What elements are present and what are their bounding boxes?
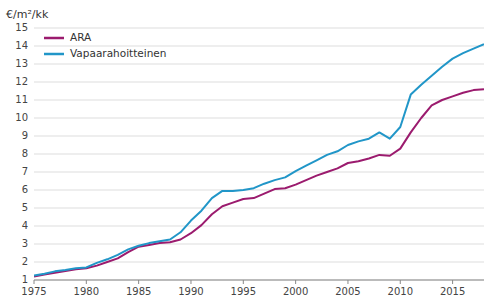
y-tick-label: 4 — [22, 220, 28, 231]
grid-line — [34, 28, 484, 29]
grid-line — [34, 64, 484, 65]
x-tick — [138, 280, 139, 284]
y-tick-label: 9 — [22, 130, 28, 141]
legend-swatch — [44, 37, 64, 40]
x-tick — [295, 280, 296, 284]
grid-line — [34, 280, 484, 281]
y-tick-label: 3 — [22, 238, 28, 249]
grid-line — [34, 136, 484, 137]
x-tick — [347, 280, 348, 284]
y-tick-labels: 123456789101112131415 — [15, 22, 28, 285]
grid-line — [34, 208, 484, 209]
x-axis: 1975 1980 1985 1990 1995 2000 2005 2010 2015 — [21, 280, 484, 297]
x-tick-label: 2010 — [388, 286, 413, 297]
series-line — [34, 44, 484, 275]
x-tick — [243, 280, 244, 284]
grid-line — [34, 82, 484, 83]
x-tick-label: 1975 — [21, 286, 46, 297]
y-axis-label: €/m²/kk — [6, 8, 49, 21]
x-tick-label: 1990 — [178, 286, 203, 297]
legend: ARA Vapaarahoitteinen — [44, 31, 166, 59]
x-tick-label: 1995 — [231, 286, 256, 297]
legend-label: ARA — [70, 31, 92, 43]
y-tick-label: 6 — [22, 184, 28, 195]
y-tick-label: 13 — [15, 58, 28, 69]
grid-line — [34, 244, 484, 245]
x-tick — [34, 280, 35, 284]
x-axis-line — [34, 280, 484, 281]
y-tick-label: 1 — [22, 274, 28, 285]
y-tick-label: 7 — [22, 166, 28, 177]
x-tick-label: 1985 — [126, 286, 151, 297]
series-line — [34, 89, 484, 276]
x-tick — [190, 280, 191, 284]
lines — [34, 44, 484, 276]
grid-line — [34, 190, 484, 191]
grid-line — [34, 226, 484, 227]
grid-line — [34, 172, 484, 173]
x-tick — [452, 280, 453, 284]
x-tick-label: 2015 — [440, 286, 465, 297]
y-tick-label: 2 — [22, 256, 28, 267]
legend-label: Vapaarahoitteinen — [70, 47, 166, 59]
x-tick — [400, 280, 401, 284]
y-grid — [34, 28, 484, 280]
x-tick — [86, 280, 87, 284]
x-tick-label: 2005 — [335, 286, 360, 297]
x-tick-label: 2000 — [283, 286, 308, 297]
chart: 1234567891011121314151975198019851990199… — [0, 0, 494, 304]
grid-line — [34, 154, 484, 155]
legend-swatch — [44, 53, 64, 56]
y-tick-label: 15 — [15, 22, 28, 33]
grid-line — [34, 100, 484, 101]
y-tick-label: 10 — [15, 112, 28, 123]
grid-line — [34, 118, 484, 119]
y-tick-label: 8 — [22, 148, 28, 159]
y-tick-label: 12 — [15, 76, 28, 87]
y-tick-label: 11 — [15, 94, 28, 105]
y-tick-label: 14 — [15, 40, 28, 51]
y-tick-label: 5 — [22, 202, 28, 213]
x-tick-label: 1980 — [74, 286, 99, 297]
